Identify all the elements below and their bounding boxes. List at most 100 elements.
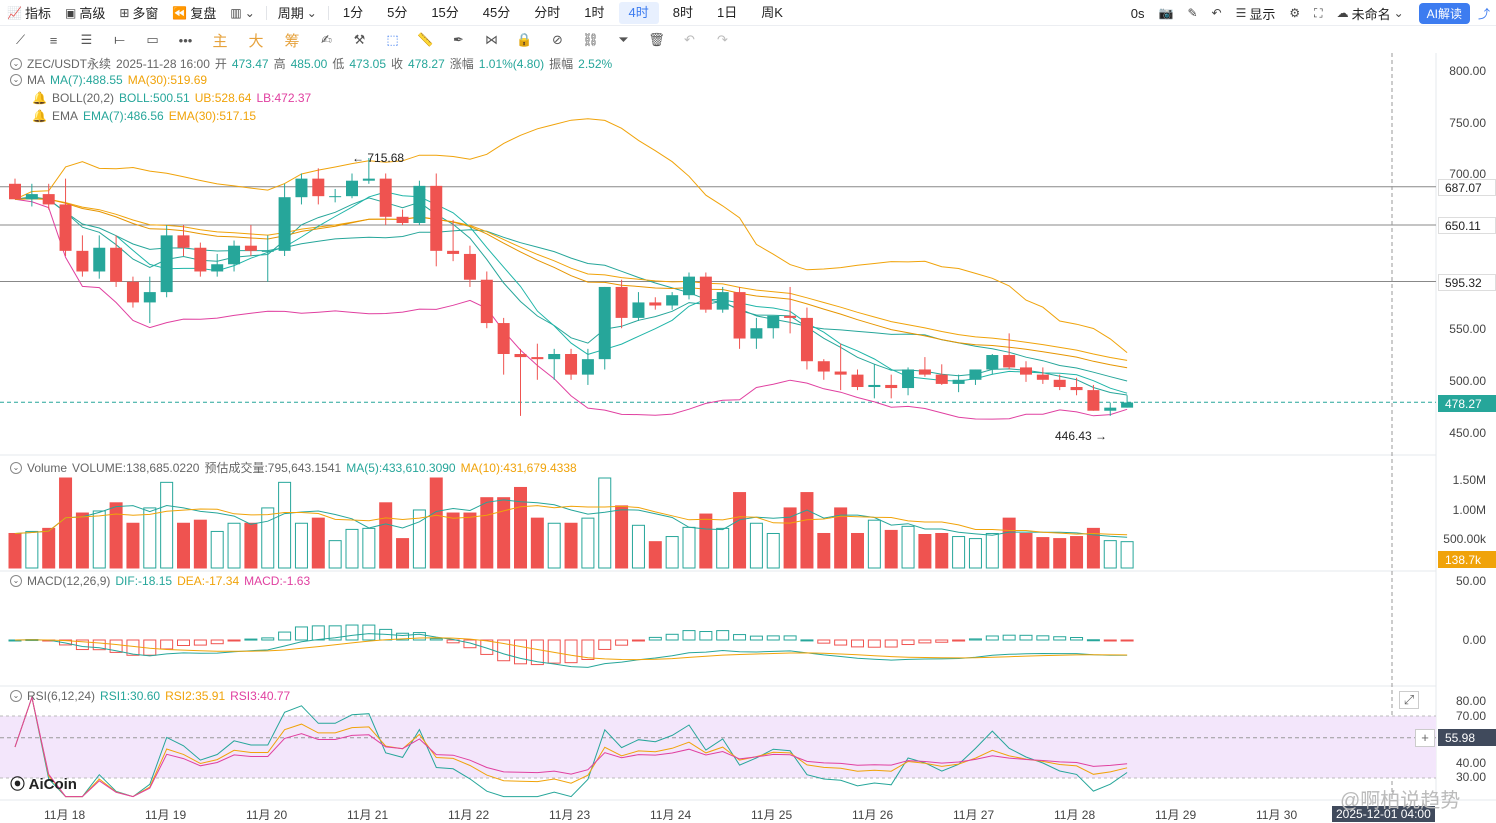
lock-tool[interactable]: 🔒 — [508, 28, 541, 52]
timeframe-tab[interactable]: 45分 — [482, 4, 511, 20]
period-dropdown[interactable]: 周期 ⌄ — [277, 5, 317, 22]
timeframe-tab[interactable]: 周K — [761, 4, 783, 20]
macd-histogram-bar — [1103, 639, 1117, 642]
timeframe-tab[interactable]: 1时 — [584, 4, 605, 20]
bell-icon[interactable]: 🔔 — [32, 91, 47, 105]
macd-axis-label: 0.00 — [1462, 633, 1486, 647]
hide-tool[interactable]: ⊘ — [541, 28, 574, 52]
candle-body — [868, 384, 881, 388]
timeframe-tab[interactable]: 分时 — [534, 4, 561, 20]
candle-body — [598, 286, 611, 360]
candle-body — [59, 204, 72, 251]
more-tools[interactable]: ••• — [169, 28, 202, 52]
candle-body — [800, 317, 813, 362]
candle-body — [329, 196, 342, 198]
ema30-line — [14, 198, 1128, 361]
macd-histogram-bar — [261, 637, 275, 641]
line-tool[interactable]: ⟋ — [4, 28, 37, 52]
macd-histogram-bar — [1070, 637, 1084, 641]
hline-price-tag[interactable]: 595.32 — [1438, 274, 1496, 291]
pen-tool[interactable]: ✒ — [442, 28, 475, 52]
advanced-button[interactable]: ▣ 高级 — [64, 5, 106, 22]
volume-bar — [261, 507, 275, 569]
ub-value: UB:528.64 — [194, 91, 252, 105]
macd-histogram-bar — [749, 635, 763, 641]
undo-tool[interactable]: ↶ — [673, 28, 706, 52]
parallel-tool[interactable]: ≡ — [37, 28, 70, 52]
volume-bar — [59, 477, 73, 569]
chart-type-button[interactable]: ▥ ⌄ — [223, 1, 261, 25]
undo-button[interactable]: ↶ — [1205, 1, 1229, 25]
volume-bar — [143, 507, 157, 569]
ema30-value: EMA(30):517.15 — [168, 109, 257, 123]
filter-tool[interactable]: ⏷ — [607, 28, 640, 52]
rect-tool[interactable]: ▭ — [136, 28, 169, 52]
draw-tool-b[interactable]: ⚒ — [343, 28, 376, 52]
hline-price-tag[interactable]: 687.07 — [1438, 179, 1496, 196]
timeframe-tab[interactable]: 5分 — [387, 4, 408, 20]
multi-window-button[interactable]: ⊞ 多窗 — [119, 5, 159, 22]
collapse-icon[interactable]: ⌄ — [10, 690, 22, 702]
timeframe-tab[interactable]: 8时 — [672, 4, 693, 20]
draw-tool-a[interactable]: ✍ — [310, 28, 343, 52]
channel-tool[interactable]: ☰ — [70, 28, 103, 52]
collapse-icon[interactable]: ⌄ — [10, 57, 22, 70]
candle-body — [480, 279, 493, 324]
select-tool[interactable]: ⬚ — [376, 28, 409, 52]
timeframe-tab[interactable]: 4时 — [618, 1, 659, 24]
settings-button[interactable]: ⚙ — [1282, 1, 1307, 25]
timeframe-tab[interactable]: 15分 — [431, 4, 459, 20]
share-button[interactable]: ⤴ — [1478, 1, 1496, 25]
bell-icon[interactable]: 🔔 — [32, 109, 47, 123]
macd-histogram-bar — [345, 624, 359, 641]
hline-price-tag[interactable]: 650.11 — [1438, 217, 1496, 234]
expand-pane-button[interactable]: ⤢ — [1399, 691, 1419, 709]
candle-body — [952, 379, 965, 384]
candle-body — [379, 178, 392, 217]
rsi2-value: RSI2:35.91 — [165, 689, 226, 703]
collapse-icon[interactable]: ⌄ — [10, 74, 22, 86]
display-button[interactable]: ☰ 显示 — [1235, 6, 1276, 22]
timeframe-tab[interactable]: 1分 — [342, 4, 364, 20]
rsi3-line — [14, 695, 1128, 798]
rsi-name: RSI(6,12,24) — [27, 689, 96, 703]
add-crosshair-button[interactable]: + — [1415, 729, 1435, 747]
magnet-tool[interactable]: ⋈ — [475, 28, 508, 52]
candle-body — [632, 302, 645, 318]
volume-bar — [851, 532, 864, 569]
chips-button[interactable]: 筹 — [284, 32, 300, 50]
fullscreen-button[interactable]: ⛶ — [1307, 1, 1329, 25]
main-force-button[interactable]: 主 — [212, 32, 228, 50]
macd-histogram-bar — [126, 639, 140, 656]
macd-histogram-bar — [446, 639, 460, 644]
volume-bar — [25, 530, 39, 569]
delete-tool[interactable]: 🗑 — [640, 28, 673, 52]
candle-body — [346, 180, 358, 197]
camera-button[interactable]: 📷 — [1152, 1, 1181, 25]
ruler-tool[interactable]: 📏 — [409, 28, 442, 52]
ai-interpret-button[interactable]: AI解读 — [1418, 2, 1470, 24]
volume-bar — [598, 477, 612, 569]
replay-button[interactable]: ⏪ 复盘 — [172, 5, 217, 22]
macd-histogram-bar — [985, 635, 999, 641]
hline-tool[interactable]: ⟝ — [103, 28, 136, 52]
indicators-button[interactable]: 📈 指标 — [7, 5, 51, 22]
macd-histogram-bar — [901, 639, 915, 646]
link-tool[interactable]: ⛓ — [574, 28, 607, 52]
layout-dropdown[interactable]: ☁ 未命名 ⌄ — [1336, 6, 1404, 22]
macd-histogram-bar — [564, 639, 578, 664]
macd-histogram-bar — [362, 624, 376, 641]
big-order-button[interactable]: 大 — [248, 32, 264, 50]
candle-body — [396, 216, 409, 223]
current-price-tag: 478.27 — [1438, 395, 1496, 412]
redo-tool[interactable]: ↷ — [706, 28, 739, 52]
collapse-icon[interactable]: ⌄ — [10, 575, 22, 587]
collapse-icon[interactable]: ⌄ — [10, 461, 22, 474]
macd-histogram-bar — [547, 639, 561, 664]
candle-body — [1036, 374, 1049, 380]
candle-body — [463, 253, 476, 280]
volume-bar — [547, 522, 561, 569]
cloud-icon: ☁ — [1336, 6, 1349, 20]
edit-button[interactable]: ✎ — [1180, 1, 1204, 25]
timeframe-tab[interactable]: 1日 — [716, 4, 738, 20]
